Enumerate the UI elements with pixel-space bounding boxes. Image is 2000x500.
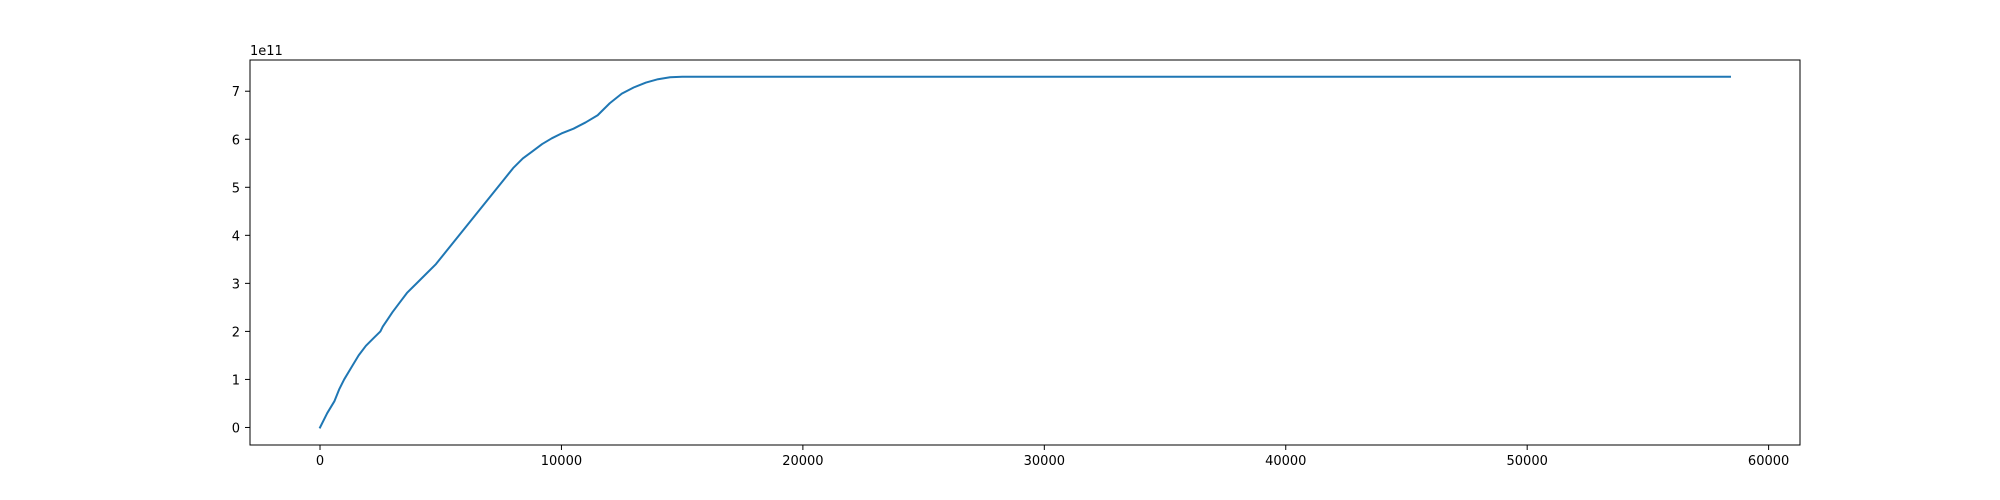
y-axis: 0 1 2 3 4 5 6 7 bbox=[232, 85, 250, 436]
y-tick-label: 6 bbox=[232, 133, 240, 148]
x-tick-label: 10000 bbox=[541, 454, 582, 469]
x-tick-label: 50000 bbox=[1507, 454, 1548, 469]
x-tick-label: 40000 bbox=[1265, 454, 1306, 469]
y-tick-label: 5 bbox=[232, 181, 240, 196]
plot-background bbox=[250, 60, 1800, 445]
y-tick-label: 0 bbox=[232, 421, 240, 436]
y-offset-label: 1e11 bbox=[250, 44, 283, 59]
x-tick-label: 60000 bbox=[1748, 454, 1789, 469]
y-tick-label: 3 bbox=[232, 277, 240, 292]
y-tick-label: 2 bbox=[232, 325, 240, 340]
y-tick-label: 1 bbox=[232, 373, 240, 388]
x-tick-label: 0 bbox=[316, 454, 324, 469]
y-tick-label: 7 bbox=[232, 85, 240, 100]
y-tick-label: 4 bbox=[232, 229, 240, 244]
x-tick-label: 20000 bbox=[782, 454, 823, 469]
x-axis: 0 10000 20000 30000 40000 50000 60000 bbox=[316, 445, 1789, 469]
x-tick-label: 30000 bbox=[1024, 454, 1065, 469]
